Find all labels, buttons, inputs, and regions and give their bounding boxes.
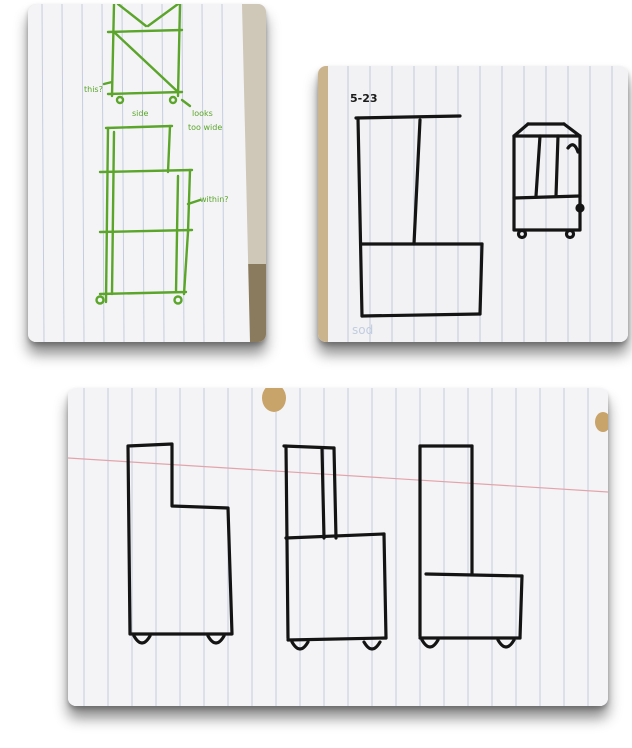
note-within: within? <box>200 195 229 204</box>
note-side: side <box>132 109 148 118</box>
green-tower-drawing: this? side looks too wide within? <box>28 4 266 342</box>
svg-text:sod: sod <box>352 323 373 337</box>
three-cabinets-drawing <box>68 388 608 706</box>
note-looks: looks <box>192 109 213 118</box>
photo-three-cabinet-variants <box>68 388 608 706</box>
note-date: 5-23 <box>350 92 378 105</box>
note-this: this? <box>84 85 103 94</box>
photo-green-tower-sketch: this? side looks too wide within? <box>28 4 266 342</box>
black-cabinet-drawing: sod 5-23 <box>318 66 628 342</box>
note-too-wide: too wide <box>188 123 222 132</box>
photo-black-cabinet-sketch: sod 5-23 <box>318 66 628 342</box>
